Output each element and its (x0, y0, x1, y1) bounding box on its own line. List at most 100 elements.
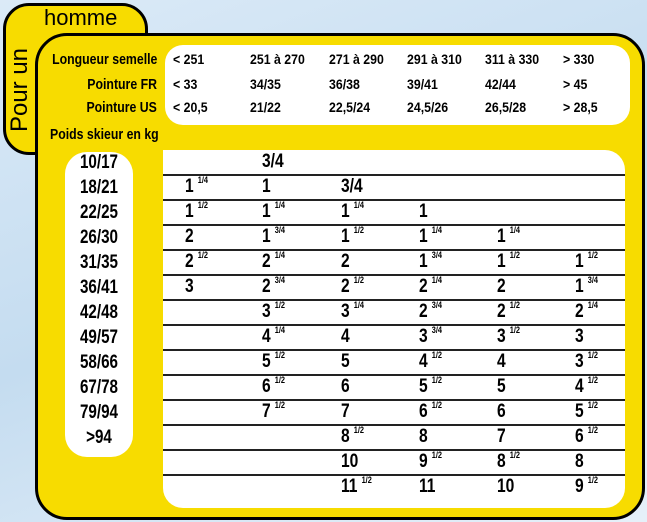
header-cell: > 330 (563, 51, 595, 67)
cell-fraction: 3/4 (431, 300, 443, 310)
header-cell: 24,5/26 (407, 99, 449, 115)
header-box (165, 45, 630, 125)
size-cell: 4 1/2 (575, 375, 599, 398)
size-cell: 2 1/4 (575, 300, 599, 323)
weight-label: 49/57 (79, 327, 119, 348)
size-cell: 2 1/4 (419, 275, 442, 298)
cell-fraction: 1/4 (431, 225, 443, 235)
cell-whole: 1 (185, 201, 194, 222)
header-cell: 22,5/24 (329, 99, 371, 115)
cell-fraction: 1/4 (274, 250, 286, 260)
row-divider (163, 199, 625, 201)
weight-label: 67/78 (79, 377, 119, 398)
size-cell: 7 (497, 426, 506, 448)
cell-fraction: 1/2 (587, 400, 599, 410)
cell-whole: 3 (575, 326, 584, 347)
tab-title: homme (44, 5, 118, 30)
cell-whole: 7 (497, 426, 506, 447)
cell-fraction: 1/2 (587, 475, 599, 485)
cell-fraction: 1/4 (587, 300, 599, 310)
weight-label: 26/30 (79, 227, 119, 248)
cell-whole: 8 (575, 451, 584, 472)
size-cell: 1 3/4 (419, 250, 442, 273)
header-cell: 34/35 (250, 76, 281, 92)
cell-whole: 11 (341, 476, 358, 497)
cell-whole: 3 (341, 301, 350, 322)
size-cell: 6 1/2 (575, 425, 598, 448)
cell-whole: 4 (575, 376, 584, 397)
size-cell: 1 1/4 (185, 175, 209, 198)
cell-fraction: 3/4 (341, 176, 363, 197)
cell-fraction: 1/2 (274, 375, 286, 385)
cell-whole: 7 (262, 401, 271, 422)
cell-whole: 1 (575, 251, 584, 272)
cell-fraction: 1/2 (587, 375, 599, 385)
weight-label: 36/41 (79, 277, 119, 298)
size-cell: 2 1/2 (185, 250, 208, 273)
weight-label: 18/21 (79, 177, 119, 198)
header-label: Longueur semelle (51, 51, 157, 68)
size-cell: 11 (419, 476, 435, 498)
cell-fraction: 3/4 (431, 325, 443, 335)
cell-whole: 9 (419, 451, 428, 472)
cell-whole: 6 (575, 426, 584, 447)
size-cell: 6 (341, 376, 350, 398)
weight-label: 31/35 (79, 252, 119, 273)
cell-whole: 5 (341, 351, 350, 372)
cell-whole: 2 (419, 276, 428, 297)
weight-label: 58/66 (79, 352, 119, 373)
cell-whole: 2 (497, 301, 506, 322)
cell-fraction: 1/2 (431, 400, 443, 410)
row-divider (163, 424, 625, 426)
size-cell: 10 (341, 451, 358, 473)
cell-whole: 2 (419, 301, 428, 322)
cell-fraction: 1/2 (509, 250, 521, 260)
cell-whole: 4 (341, 326, 350, 347)
header-cell: 21/22 (250, 99, 281, 115)
header-cell: 26,5/28 (485, 99, 527, 115)
row-divider (163, 224, 625, 226)
weight-label: 10/17 (79, 152, 119, 173)
cell-whole: 2 (185, 226, 194, 247)
size-cell: 2 (185, 226, 194, 248)
cell-fraction: 1/2 (353, 275, 365, 285)
size-cell: 1 1/2 (497, 250, 521, 273)
size-cell: 1 1/2 (575, 250, 598, 273)
cell-whole: 8 (497, 451, 506, 472)
cell-fraction: 1/4 (197, 175, 209, 185)
cell-whole: 1 (497, 251, 506, 272)
cell-whole: 1 (575, 276, 584, 297)
size-cell: 2 1/2 (497, 300, 520, 323)
size-cell: 5 (497, 376, 506, 398)
cell-whole: 1 (262, 201, 271, 222)
weight-title: Poids skieur en kg (50, 126, 159, 143)
cell-whole: 1 (497, 226, 506, 247)
cell-whole: 1 (185, 176, 194, 197)
header-cell: 39/41 (407, 76, 438, 92)
cell-whole: 1 (262, 176, 271, 197)
row-divider (163, 274, 625, 276)
cell-whole: 4 (419, 351, 428, 372)
size-cell: 6 1/2 (419, 400, 443, 423)
cell-whole: 2 (185, 251, 194, 272)
size-cell: 1 (262, 176, 271, 198)
header-cell: 36/38 (329, 76, 360, 92)
size-cell: 5 1/2 (419, 375, 442, 398)
cell-fraction: 3/4 (274, 225, 286, 235)
cell-whole: 1 (419, 201, 428, 222)
cell-whole: 3 (185, 276, 194, 297)
cell-whole: 4 (262, 326, 271, 347)
cell-fraction: 1/2 (274, 400, 286, 410)
size-cell: 3 3/4 (419, 325, 443, 348)
row-divider (163, 299, 625, 301)
cell-whole: 1 (419, 251, 428, 272)
cell-whole: 6 (497, 401, 506, 422)
cell-whole: 7 (341, 401, 350, 422)
size-cell: 1 1/4 (341, 200, 364, 223)
header-cell: 311 à 330 (485, 51, 540, 67)
cell-fraction: 1/4 (509, 225, 521, 235)
cell-whole: 11 (419, 476, 436, 497)
cell-whole: 6 (262, 376, 271, 397)
size-cell: 5 (341, 351, 350, 373)
cell-fraction: 3/4 (587, 275, 599, 285)
